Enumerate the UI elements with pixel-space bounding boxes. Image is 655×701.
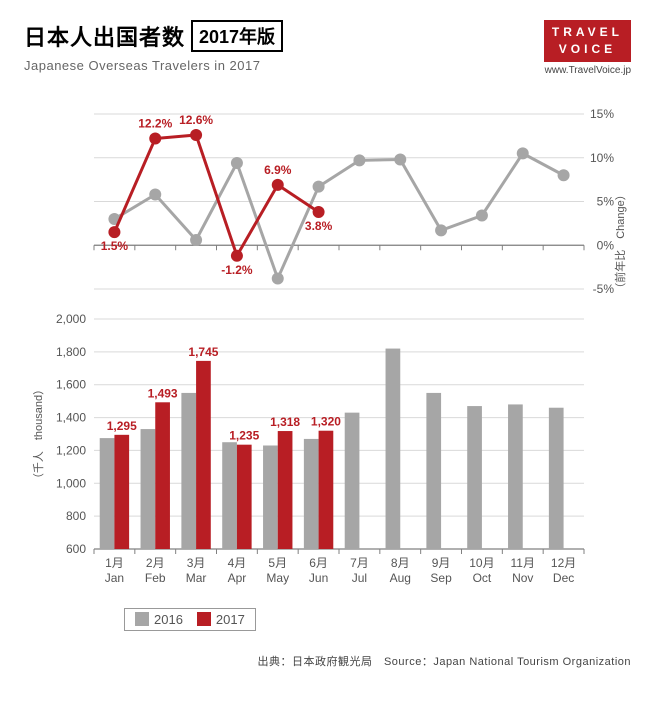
svg-text:Sep: Sep <box>430 571 452 585</box>
svg-text:11月: 11月 <box>511 556 535 570</box>
legend-2017: 2017 <box>197 612 245 627</box>
svg-text:15%: 15% <box>590 107 614 121</box>
svg-text:1,320: 1,320 <box>311 414 341 428</box>
svg-text:8月: 8月 <box>391 556 410 570</box>
svg-text:1,235: 1,235 <box>229 428 259 442</box>
svg-text:2,000: 2,000 <box>56 312 86 326</box>
svg-text:1,000: 1,000 <box>56 476 86 490</box>
svg-text:Feb: Feb <box>145 571 166 585</box>
svg-text:1,295: 1,295 <box>107 418 137 432</box>
title-block: 日本人出国者数 2017年版 Japanese Overseas Travele… <box>24 20 283 73</box>
svg-text:1,200: 1,200 <box>56 443 86 457</box>
combined-chart: -5% 0% 5% 10% 15% （前年比 Change） 1.5% 12.2% 12.6% -… <box>24 104 631 604</box>
legend-label-2016: 2016 <box>154 612 183 627</box>
svg-text:-5%: -5% <box>593 282 615 296</box>
svg-text:3月: 3月 <box>187 556 206 570</box>
legend-label-2017: 2017 <box>216 612 245 627</box>
svg-text:800: 800 <box>66 509 86 523</box>
svg-text:Mar: Mar <box>186 571 207 585</box>
svg-text:10月: 10月 <box>469 556 494 570</box>
logo-line1: TRAVEL <box>552 25 623 39</box>
svg-text:Jun: Jun <box>309 571 328 585</box>
subtitle: Japanese Overseas Travelers in 2017 <box>24 58 283 73</box>
title-jp: 日本人出国者数 <box>24 20 185 52</box>
svg-text:Aug: Aug <box>390 571 411 585</box>
svg-text:1,493: 1,493 <box>148 386 178 400</box>
year-badge: 2017年版 <box>191 20 283 52</box>
svg-text:12.2%: 12.2% <box>138 116 172 130</box>
svg-text:12.6%: 12.6% <box>179 113 213 127</box>
svg-text:3.8%: 3.8% <box>305 219 333 233</box>
source-line: 出典：日本政府観光局 Source：Japan National Tourism… <box>24 653 631 669</box>
logo-url: www.TravelVoice.jp <box>544 65 631 76</box>
legend-2016: 2016 <box>135 612 183 627</box>
svg-text:Apr: Apr <box>228 571 247 585</box>
svg-text:6月: 6月 <box>309 556 328 570</box>
svg-text:Dec: Dec <box>553 571 574 585</box>
svg-text:Jul: Jul <box>352 571 367 585</box>
svg-text:9月: 9月 <box>432 556 451 570</box>
svg-text:1,745: 1,745 <box>188 344 218 358</box>
svg-text:4月: 4月 <box>228 556 247 570</box>
legend-swatch-2016 <box>135 612 149 626</box>
legend-swatch-2017 <box>197 612 211 626</box>
svg-text:1.5%: 1.5% <box>101 239 129 253</box>
svg-text:（千人 thousand）: （千人 thousand） <box>32 383 45 483</box>
svg-text:600: 600 <box>66 542 86 556</box>
header: 日本人出国者数 2017年版 Japanese Overseas Travele… <box>24 20 631 76</box>
svg-text:0%: 0% <box>597 238 615 252</box>
svg-text:5月: 5月 <box>268 556 287 570</box>
logo-line2: VOICE <box>559 42 616 56</box>
svg-text:1月: 1月 <box>105 556 124 570</box>
svg-text:1,600: 1,600 <box>56 377 86 391</box>
svg-text:10%: 10% <box>590 150 614 164</box>
svg-text:Oct: Oct <box>473 571 492 585</box>
svg-text:（前年比 Change）: （前年比 Change） <box>613 189 627 294</box>
svg-text:2月: 2月 <box>146 556 165 570</box>
svg-text:-1.2%: -1.2% <box>221 262 253 276</box>
svg-text:1,318: 1,318 <box>270 415 300 429</box>
svg-text:1,800: 1,800 <box>56 344 86 358</box>
svg-text:May: May <box>266 571 289 585</box>
travel-voice-logo: TRAVEL VOICE <box>544 20 631 62</box>
svg-text:12月: 12月 <box>551 556 576 570</box>
svg-text:5%: 5% <box>597 194 615 208</box>
chart-area: -5% 0% 5% 10% 15% （前年比 Change） 1.5% 12.2% 12.6% -… <box>24 104 631 604</box>
logo-block: TRAVEL VOICE www.TravelVoice.jp <box>544 20 631 76</box>
svg-text:Nov: Nov <box>512 571 533 585</box>
svg-text:Jan: Jan <box>105 571 124 585</box>
svg-text:1,400: 1,400 <box>56 410 86 424</box>
legend: 2016 2017 <box>124 608 256 631</box>
svg-text:7月: 7月 <box>350 556 369 570</box>
svg-text:6.9%: 6.9% <box>264 162 292 176</box>
